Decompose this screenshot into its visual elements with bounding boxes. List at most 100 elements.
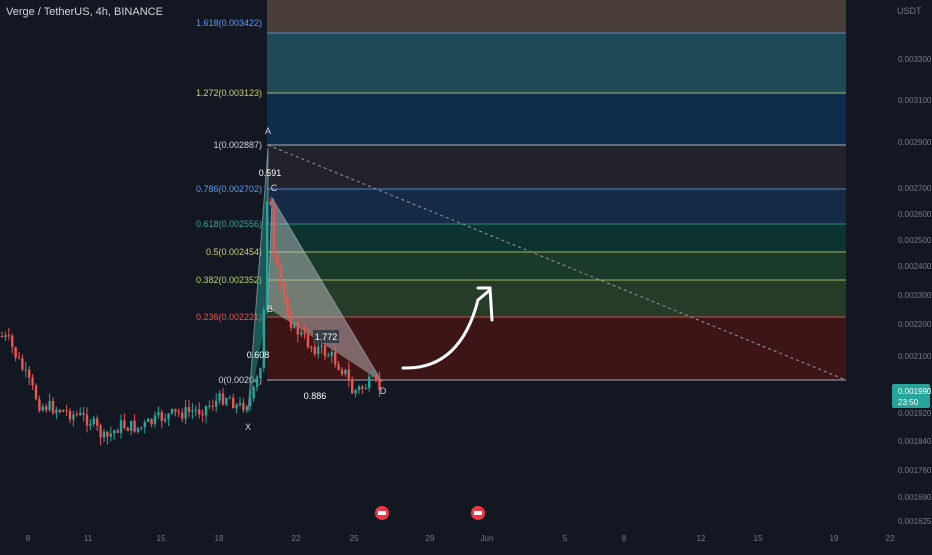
candle-body bbox=[116, 430, 119, 433]
candle-body bbox=[28, 369, 31, 378]
candle-body bbox=[306, 334, 310, 347]
time-axis-tick: 11 bbox=[84, 534, 93, 543]
candle-body bbox=[51, 401, 55, 413]
candle-body bbox=[368, 376, 371, 388]
pattern-triangle-bcd bbox=[268, 198, 382, 382]
time-axis-tick: 12 bbox=[697, 534, 706, 543]
price-axis-tick: 0.001840 bbox=[898, 437, 932, 446]
candle-body bbox=[58, 409, 61, 412]
candle-body bbox=[106, 431, 109, 437]
fib-level-label: 0.786(0.002702) bbox=[196, 184, 262, 194]
candle-body bbox=[14, 347, 17, 358]
candle-body bbox=[286, 297, 289, 316]
candle-body bbox=[31, 377, 34, 386]
current-price-badge bbox=[892, 384, 930, 408]
candle-body bbox=[133, 420, 136, 432]
candle-body bbox=[347, 369, 350, 381]
projection-arrow-head bbox=[476, 286, 494, 322]
candle-body bbox=[153, 415, 157, 425]
candle-body bbox=[255, 378, 259, 387]
candle-body bbox=[259, 367, 262, 379]
candle-body bbox=[170, 408, 174, 414]
time-axis-tick: 29 bbox=[426, 534, 435, 543]
candle-body bbox=[266, 201, 269, 310]
candle-body bbox=[323, 345, 327, 356]
pattern-ratio-label: 0.608 bbox=[247, 350, 270, 360]
candle-body bbox=[0, 336, 4, 337]
fib-level-label: 1(0.002887) bbox=[213, 140, 262, 150]
candle-body bbox=[283, 283, 286, 298]
current-price-value: 0.001990 bbox=[898, 387, 932, 396]
candle-body bbox=[164, 419, 167, 421]
candle-body bbox=[38, 399, 41, 411]
price-axis-tick: 0.001920 bbox=[898, 409, 932, 418]
candle-body bbox=[113, 430, 116, 434]
pattern-point-x: X bbox=[245, 422, 251, 432]
candle-body bbox=[344, 369, 347, 375]
fib-level-label: 0(0.00204) bbox=[218, 375, 262, 385]
fib-level-label: 0.236(0.002221) bbox=[196, 312, 262, 322]
candle-body bbox=[211, 405, 214, 407]
candle-body bbox=[75, 414, 78, 416]
candle-body bbox=[24, 369, 27, 371]
time-axis-tick: 5 bbox=[563, 534, 568, 543]
price-axis-tick: 0.002700 bbox=[898, 184, 932, 193]
candle-body bbox=[96, 418, 99, 426]
fib-zone bbox=[267, 252, 846, 280]
candle-body bbox=[126, 427, 129, 431]
event-flag-icon-stripe bbox=[474, 511, 482, 515]
candle-body bbox=[249, 398, 252, 407]
candle-body bbox=[62, 410, 65, 412]
symbol-title: Verge / TetherUS, 4h, BINANCE bbox=[6, 6, 163, 18]
fib-zone bbox=[267, 0, 846, 33]
candle-body bbox=[238, 402, 242, 405]
candle-body bbox=[167, 413, 170, 420]
candle-body bbox=[143, 421, 146, 428]
candle-body bbox=[320, 345, 323, 347]
candle-body bbox=[334, 352, 337, 365]
candle-body bbox=[330, 352, 333, 356]
candle-body bbox=[198, 409, 201, 415]
candle-body bbox=[245, 406, 248, 410]
candle-body bbox=[123, 420, 126, 428]
candle-body bbox=[136, 427, 140, 432]
candle-body bbox=[7, 335, 10, 337]
candle-body bbox=[252, 386, 255, 399]
time-axis-tick: 15 bbox=[754, 534, 763, 543]
price-axis-tick: 0.002500 bbox=[898, 236, 932, 245]
candle-body bbox=[99, 425, 102, 438]
price-axis-tick: 0.003100 bbox=[898, 96, 932, 105]
price-axis-tick: 0.003300 bbox=[898, 55, 932, 64]
fib-zone bbox=[267, 33, 846, 93]
time-axis-tick: Jun bbox=[481, 534, 494, 543]
candle-body bbox=[262, 309, 265, 368]
trend-line bbox=[267, 144, 847, 381]
candle-body bbox=[235, 404, 238, 409]
candle-body bbox=[184, 407, 187, 419]
price-axis-tick: 0.001625 bbox=[898, 517, 932, 526]
candle-body bbox=[130, 420, 133, 431]
candle-body bbox=[187, 407, 191, 412]
candle-body bbox=[272, 205, 276, 255]
candle-body bbox=[191, 410, 194, 412]
candle-body bbox=[72, 414, 75, 420]
fib-level-label: 0.618(0.002556) bbox=[196, 219, 262, 229]
candle-body bbox=[150, 418, 153, 425]
candle-body bbox=[371, 375, 374, 377]
candle-body bbox=[201, 414, 204, 416]
candle-body bbox=[21, 358, 24, 370]
price-axis-tick: 0.001760 bbox=[898, 466, 932, 475]
candle-body bbox=[11, 335, 14, 348]
candle-body bbox=[218, 393, 221, 401]
time-axis-tick: 19 bbox=[830, 534, 839, 543]
candle-body bbox=[194, 409, 197, 411]
candle-body bbox=[55, 409, 58, 413]
pattern-ratio-label: 0.591 bbox=[259, 168, 282, 178]
event-flag-icon-stripe bbox=[378, 511, 386, 515]
ratio-label-bg bbox=[313, 330, 339, 343]
candle-body bbox=[327, 355, 330, 357]
candle-body bbox=[85, 414, 89, 426]
fib-level-label: 0.382(0.002352) bbox=[196, 275, 262, 285]
